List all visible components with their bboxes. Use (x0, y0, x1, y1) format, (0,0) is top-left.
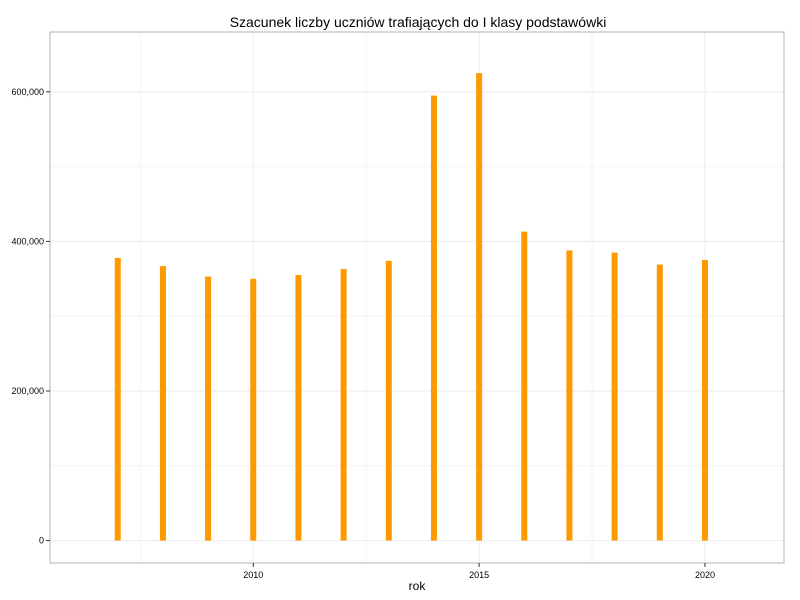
bar-2018 (611, 252, 618, 541)
bar-2020 (701, 260, 708, 541)
x-axis-label: rok (409, 579, 427, 593)
bar-2017 (566, 250, 573, 541)
bar-2012 (340, 269, 347, 541)
x-tick-label: 2015 (469, 570, 489, 580)
y-tick-label: 600,000 (11, 87, 44, 97)
bar-2013 (385, 260, 392, 541)
bar-2008 (159, 266, 166, 541)
x-tick-label: 2020 (695, 570, 715, 580)
bar-2016 (521, 231, 528, 541)
x-axis-ticks: 2010 2015 2020 (243, 563, 715, 580)
bars (114, 73, 708, 541)
y-tick-label: 400,000 (11, 236, 44, 246)
y-tick-label: 200,000 (11, 386, 44, 396)
bar-2007 (114, 257, 121, 541)
bar-2011 (295, 275, 302, 541)
bar-2015 (476, 73, 483, 541)
y-tick-label: 0 (39, 536, 44, 546)
chart-title: Szacunek liczby uczniów trafiających do … (230, 14, 607, 30)
x-tick-label: 2010 (243, 570, 263, 580)
plot-panel-border (49, 31, 785, 564)
y-axis-ticks: 0 200,000 400,000 600,000 (11, 87, 50, 546)
bar-2014 (430, 95, 437, 541)
bar-2019 (656, 264, 663, 541)
bar-2010 (250, 278, 257, 541)
bar-2009 (205, 276, 212, 541)
